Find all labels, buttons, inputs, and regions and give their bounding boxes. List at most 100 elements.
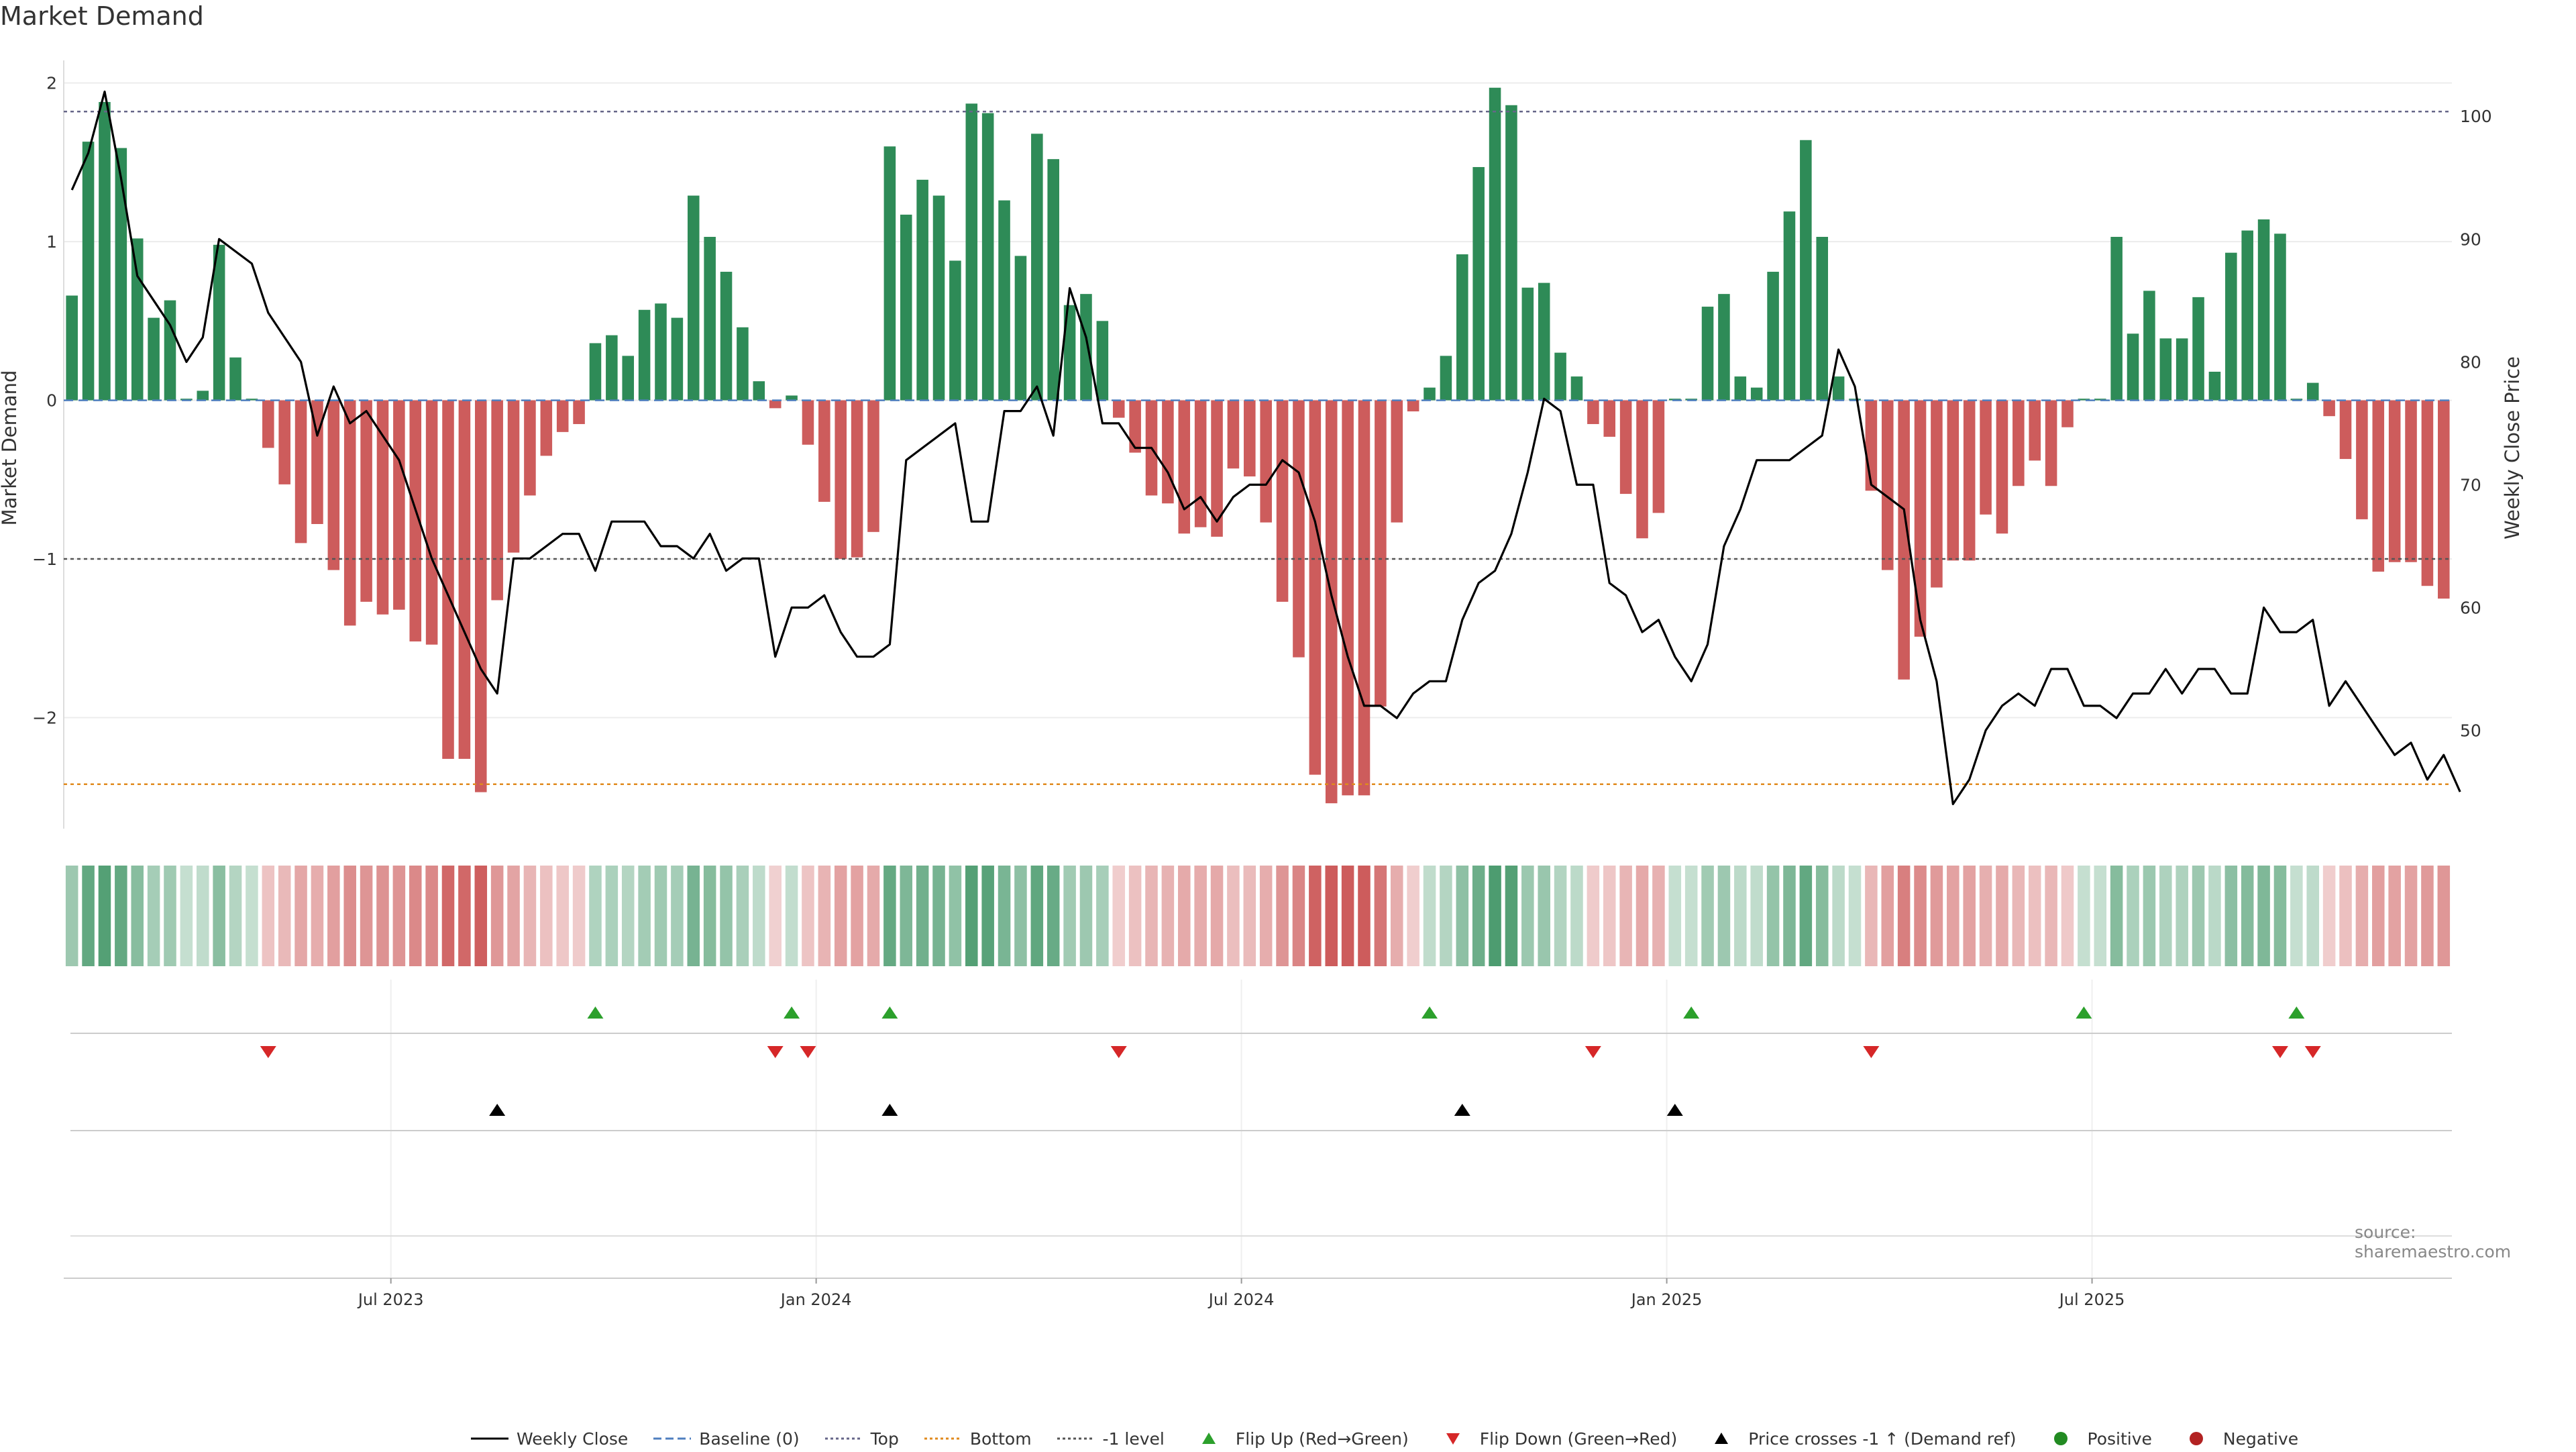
- color-strip-cell: [1603, 866, 1616, 966]
- legend-label: Positive: [2087, 1429, 2152, 1449]
- demand-bar: [2274, 234, 2286, 401]
- demand-bar: [606, 335, 618, 401]
- color-strip-cell: [2421, 866, 2434, 966]
- legend-item: Flip Down (Green→Red): [1433, 1429, 1678, 1449]
- demand-bar: [704, 237, 716, 401]
- y-tick-label: 2: [46, 74, 57, 93]
- legend-label: Negative: [2222, 1429, 2299, 1449]
- color-strip-cell: [2404, 866, 2418, 966]
- demand-bar: [1325, 400, 1338, 804]
- demand-bar: [1767, 272, 1779, 401]
- color-strip-cell: [1750, 866, 1763, 966]
- legend-item: -1 level: [1056, 1429, 1165, 1449]
- color-strip-cell: [572, 866, 586, 966]
- flip-up-marker: [1683, 1006, 1700, 1019]
- color-strip-cell: [1865, 866, 1878, 966]
- demand-bar: [262, 400, 274, 448]
- legend-label: -1 level: [1102, 1429, 1165, 1449]
- demand-bar: [458, 400, 471, 759]
- demand-bar: [393, 400, 405, 610]
- color-strip-cell: [1145, 866, 1158, 966]
- demand-bar: [2012, 400, 2025, 486]
- color-strip-cell: [1456, 866, 1469, 966]
- color-strip-cell: [1930, 866, 1943, 966]
- demand-bar: [229, 357, 241, 401]
- color-strip-cell: [294, 866, 307, 966]
- legend-item: Price crosses -1 ↑ (Demand ref): [1701, 1429, 2017, 1449]
- demand-bar: [246, 399, 258, 401]
- legend-label: Top: [870, 1429, 899, 1449]
- demand-bar: [1194, 400, 1207, 527]
- legend-symbol-icon: [2053, 1432, 2068, 1445]
- color-strip-cell: [1227, 866, 1240, 966]
- color-strip-cell: [246, 866, 258, 966]
- demand-bar: [2372, 400, 2385, 572]
- demand-bar: [883, 146, 896, 401]
- demand-bar: [2143, 291, 2155, 401]
- color-strip-cell: [2339, 866, 2352, 966]
- demand-bar: [1947, 400, 1960, 561]
- demand-bar: [1178, 400, 1191, 534]
- color-strip-cell: [1684, 866, 1698, 966]
- color-strip-cell: [1390, 866, 1403, 966]
- color-strip-cell: [2437, 866, 2451, 966]
- color-strip-cell: [2208, 866, 2221, 966]
- weekly-close-line: [70, 91, 2461, 806]
- demand-bar: [1570, 376, 1583, 401]
- demand-bar: [1211, 400, 1223, 537]
- demand-bar: [327, 400, 340, 570]
- y2-tick-label: 90: [2460, 229, 2481, 249]
- color-strip-cell: [1358, 866, 1371, 966]
- color-strip-cell: [736, 866, 749, 966]
- color-strip-cell: [540, 866, 553, 966]
- color-strip-cell: [1276, 866, 1289, 966]
- y2-tick-label: 80: [2460, 352, 2481, 372]
- flip-down-marker: [767, 1046, 784, 1058]
- demand-bar: [1129, 400, 1141, 453]
- flip-down-marker: [1863, 1046, 1880, 1058]
- color-strip-cell: [196, 866, 209, 966]
- color-strip-cell: [376, 866, 389, 966]
- color-strip-cell: [2045, 866, 2057, 966]
- color-strip-cell: [115, 866, 127, 966]
- color-strip-cell: [507, 866, 520, 966]
- color-strip-cell: [1734, 866, 1747, 966]
- demand-bar: [213, 244, 225, 401]
- demand-bar: [1587, 400, 1599, 425]
- color-strip-cell: [409, 866, 422, 966]
- color-strip-cell: [311, 866, 324, 966]
- demand-bar: [197, 391, 209, 401]
- demand-bar: [655, 303, 667, 401]
- color-strip-cell: [2061, 866, 2074, 966]
- y-axis-label: Market Demand: [0, 370, 21, 526]
- price-cross-marker: [881, 1104, 898, 1116]
- color-strip-cell: [589, 866, 602, 966]
- color-strip-cell: [1407, 866, 1419, 966]
- color-strip-cell: [785, 866, 798, 966]
- legend-label: Weekly Close: [517, 1429, 629, 1449]
- color-strip-cell: [1374, 866, 1387, 966]
- demand-bar: [1963, 400, 1976, 561]
- demand-bar: [1472, 166, 1485, 401]
- legend-symbol-icon: [1715, 1433, 1729, 1444]
- color-strip-cell: [1489, 866, 1501, 966]
- demand-bar: [2421, 400, 2434, 586]
- color-strip-cell: [621, 866, 635, 966]
- color-strip-cell: [490, 866, 504, 966]
- demand-bar: [1440, 356, 1452, 401]
- demand-bar: [1718, 294, 1730, 401]
- color-strip-cell: [2355, 866, 2369, 966]
- legend-symbol-icon: [924, 1437, 962, 1440]
- color-strip-cell: [2143, 866, 2156, 966]
- legend-item: Baseline (0): [652, 1429, 800, 1449]
- demand-bar: [115, 148, 127, 401]
- demand-bar: [916, 179, 928, 401]
- color-strip-cell: [2290, 866, 2303, 966]
- legend-label: Flip Down (Green→Red): [1479, 1429, 1678, 1449]
- color-strip-cell: [900, 866, 913, 966]
- demand-bar: [949, 260, 961, 401]
- color-strip-cell: [262, 866, 275, 966]
- color-strip-cell: [2192, 866, 2205, 966]
- color-strip-cell: [229, 866, 242, 966]
- color-strip-cell: [392, 866, 406, 966]
